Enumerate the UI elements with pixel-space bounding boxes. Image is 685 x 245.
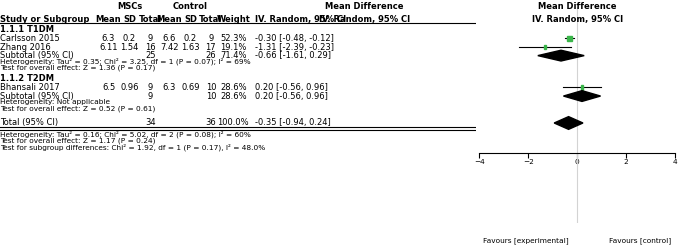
Text: 28.6%: 28.6% bbox=[220, 83, 247, 92]
Text: Bhansali 2017: Bhansali 2017 bbox=[0, 83, 60, 92]
Text: 1.1.2 T2DM: 1.1.2 T2DM bbox=[0, 74, 54, 83]
Text: Study or Subgroup: Study or Subgroup bbox=[0, 15, 89, 24]
Polygon shape bbox=[554, 117, 583, 129]
Text: 1.1.1 T1DM: 1.1.1 T1DM bbox=[0, 25, 54, 34]
Text: 9: 9 bbox=[148, 83, 153, 92]
Text: 17: 17 bbox=[206, 43, 216, 51]
Bar bbox=[567, 36, 572, 41]
Bar bbox=[545, 45, 546, 49]
Text: 52.3%: 52.3% bbox=[220, 34, 247, 43]
Text: 9: 9 bbox=[148, 92, 153, 100]
Text: IV. Random, 95% CI: IV. Random, 95% CI bbox=[532, 15, 623, 24]
Text: Test for subgroup differences: Chi² = 1.92, df = 1 (P = 0.17), I² = 48.0%: Test for subgroup differences: Chi² = 1.… bbox=[0, 143, 265, 151]
Text: 0.2: 0.2 bbox=[123, 34, 136, 43]
Text: Subtotal (95% CI): Subtotal (95% CI) bbox=[0, 51, 74, 60]
Text: 100.0%: 100.0% bbox=[217, 119, 249, 127]
Bar bbox=[581, 85, 583, 90]
Text: 71.4%: 71.4% bbox=[220, 51, 247, 60]
Text: SD: SD bbox=[123, 15, 136, 24]
Text: Mean Difference: Mean Difference bbox=[538, 2, 616, 11]
Text: Carlsson 2015: Carlsson 2015 bbox=[0, 34, 60, 43]
Text: Test for overall effect: Z = 0.52 (P = 0.61): Test for overall effect: Z = 0.52 (P = 0… bbox=[0, 105, 155, 111]
Text: 0.2: 0.2 bbox=[184, 34, 197, 43]
Text: 1.54: 1.54 bbox=[121, 43, 138, 51]
Text: Test for overall effect: Z = 1.36 (P = 0.17): Test for overall effect: Z = 1.36 (P = 0… bbox=[0, 65, 155, 71]
Text: 6.6: 6.6 bbox=[163, 34, 176, 43]
Text: Control: Control bbox=[173, 2, 208, 11]
Text: 26: 26 bbox=[206, 51, 216, 60]
Polygon shape bbox=[564, 91, 601, 101]
Text: Favours [control]: Favours [control] bbox=[609, 237, 671, 244]
Text: 28.6%: 28.6% bbox=[220, 92, 247, 100]
Text: Subtotal (95% CI): Subtotal (95% CI) bbox=[0, 92, 74, 100]
Text: -1.31 [-2.39, -0.23]: -1.31 [-2.39, -0.23] bbox=[255, 43, 334, 51]
Text: Weight: Weight bbox=[216, 15, 250, 24]
Text: -0.66 [-1.61, 0.29]: -0.66 [-1.61, 0.29] bbox=[255, 51, 331, 60]
Text: 0.20 [-0.56, 0.96]: 0.20 [-0.56, 0.96] bbox=[255, 83, 327, 92]
Text: Mean Difference: Mean Difference bbox=[325, 2, 403, 11]
Text: -0.30 [-0.48, -0.12]: -0.30 [-0.48, -0.12] bbox=[255, 34, 334, 43]
Text: Total: Total bbox=[199, 15, 223, 24]
Text: Mean: Mean bbox=[157, 15, 182, 24]
Text: 6.5: 6.5 bbox=[102, 83, 115, 92]
Text: Mean: Mean bbox=[96, 15, 121, 24]
Text: 16: 16 bbox=[145, 43, 155, 51]
Text: 34: 34 bbox=[145, 119, 155, 127]
Text: 6.3: 6.3 bbox=[163, 83, 176, 92]
Text: 0.20 [-0.56, 0.96]: 0.20 [-0.56, 0.96] bbox=[255, 92, 327, 100]
Text: 0.69: 0.69 bbox=[181, 83, 200, 92]
Text: 6.3: 6.3 bbox=[102, 34, 115, 43]
Text: 10: 10 bbox=[206, 92, 216, 100]
Text: Heterogeneity: Tau² = 0.16; Chi² = 5.02, df = 2 (P = 0.08); I² = 60%: Heterogeneity: Tau² = 0.16; Chi² = 5.02,… bbox=[0, 131, 251, 138]
Text: -0.35 [-0.94, 0.24]: -0.35 [-0.94, 0.24] bbox=[255, 119, 330, 127]
Text: 9: 9 bbox=[208, 34, 214, 43]
Text: 0.96: 0.96 bbox=[121, 83, 139, 92]
Text: 10: 10 bbox=[206, 83, 216, 92]
Text: 6.11: 6.11 bbox=[99, 43, 118, 51]
Text: Total (95% CI): Total (95% CI) bbox=[0, 119, 58, 127]
Text: Zhang 2016: Zhang 2016 bbox=[0, 43, 51, 51]
Text: 36: 36 bbox=[206, 119, 216, 127]
Text: Heterogeneity: Not applicable: Heterogeneity: Not applicable bbox=[0, 99, 110, 105]
Text: 19.1%: 19.1% bbox=[220, 43, 247, 51]
Text: Favours [experimental]: Favours [experimental] bbox=[483, 237, 569, 244]
Text: Heterogeneity: Tau² = 0.35; Chi² = 3.25, df = 1 (P = 0.07); I² = 69%: Heterogeneity: Tau² = 0.35; Chi² = 3.25,… bbox=[0, 58, 251, 65]
Text: MSCs: MSCs bbox=[117, 2, 142, 11]
Polygon shape bbox=[538, 50, 584, 61]
Text: IV. Random, 95% CI: IV. Random, 95% CI bbox=[255, 15, 346, 24]
Text: 9: 9 bbox=[148, 34, 153, 43]
Text: Test for overall effect: Z = 1.17 (P = 0.24): Test for overall effect: Z = 1.17 (P = 0… bbox=[0, 138, 155, 144]
Text: IV. Random, 95% CI: IV. Random, 95% CI bbox=[319, 15, 410, 24]
Text: 7.42: 7.42 bbox=[160, 43, 179, 51]
Text: Total: Total bbox=[139, 15, 162, 24]
Text: SD: SD bbox=[184, 15, 197, 24]
Text: 1.63: 1.63 bbox=[181, 43, 200, 51]
Text: 25: 25 bbox=[145, 51, 155, 60]
